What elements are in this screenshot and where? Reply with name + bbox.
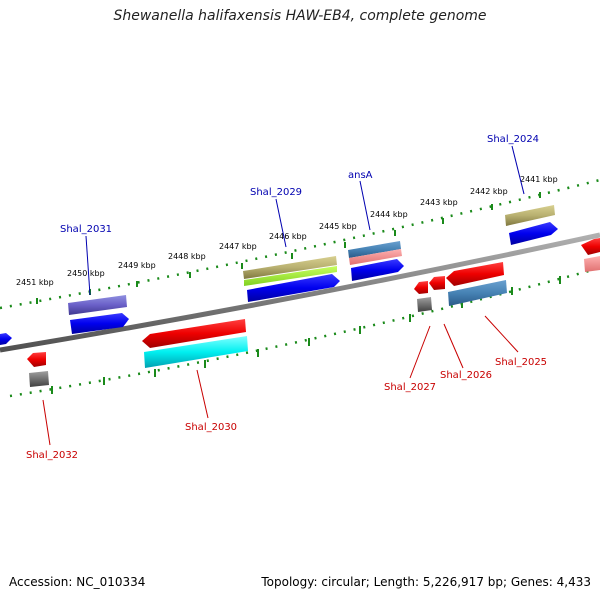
gene-arrow[interactable]: [509, 222, 558, 245]
gene-block[interactable]: [348, 241, 401, 258]
gene-block[interactable]: [144, 336, 248, 368]
gene-arrow[interactable]: [351, 259, 404, 281]
tick-label: 2441 kbp: [520, 175, 558, 184]
gene-block[interactable]: [448, 280, 507, 306]
gene-label: Shal_2025: [495, 357, 547, 368]
gene-label: ansA: [348, 170, 373, 181]
tick-label: 2446 kbp: [269, 232, 307, 241]
tick-label: 2449 kbp: [118, 261, 156, 270]
gene-arrow[interactable]: [446, 262, 504, 286]
gene-label: Shal_2027: [384, 382, 436, 393]
gene-block[interactable]: [29, 371, 49, 387]
tick-label: 2442 kbp: [470, 187, 508, 196]
gene-label: Shal_2029: [250, 187, 302, 198]
tick-label: 2444 kbp: [370, 210, 408, 219]
tick-label: 2443 kbp: [420, 198, 458, 207]
tick-label: 2451 kbp: [16, 278, 54, 287]
gene-block[interactable]: [68, 295, 127, 315]
gene-arrow[interactable]: [27, 352, 46, 367]
callouts-bottom: [42, 315, 519, 446]
gene-label: Shal_2024: [487, 134, 539, 145]
genome-backbone: [0, 232, 600, 353]
gene-block[interactable]: [584, 256, 600, 272]
gene-block[interactable]: [244, 266, 337, 286]
gene-label: Shal_2026: [440, 370, 492, 381]
forward-genes: [0, 205, 600, 345]
gene-block[interactable]: [243, 256, 337, 279]
gene-arrow[interactable]: [414, 281, 428, 294]
tick-label: 2447 kbp: [219, 242, 257, 251]
gene-arrow[interactable]: [581, 238, 600, 255]
tick-label: 2448 kbp: [168, 252, 206, 261]
tick-label: 2445 kbp: [319, 222, 357, 231]
scale-tick-labels: 2451 kbp 2450 kbp 2449 kbp 2448 kbp 2447…: [16, 175, 558, 287]
tick-label: 2450 kbp: [67, 269, 105, 278]
gene-label: Shal_2032: [26, 450, 78, 461]
reverse-genes: [27, 262, 507, 387]
map-title: Shewanella halifaxensis HAW-EB4, complet…: [113, 8, 487, 24]
gene-arrow[interactable]: [142, 319, 246, 348]
gene-block[interactable]: [505, 205, 555, 226]
gene-label: Shal_2031: [60, 224, 112, 235]
genome-summary-text: Topology: circular; Length: 5,226,917 bp…: [261, 575, 591, 589]
gene-labels-bottom: Shal_2032 Shal_2030 Shal_2027 Shal_2026 …: [26, 357, 547, 461]
gene-arrow[interactable]: [0, 333, 12, 345]
gene-block[interactable]: [417, 297, 432, 312]
callouts-top: [85, 145, 525, 296]
gene-block[interactable]: [349, 249, 402, 265]
gene-arrow[interactable]: [247, 274, 340, 302]
accession-text: Accession: NC_010334: [9, 575, 146, 589]
gene-arrow[interactable]: [70, 313, 129, 334]
gene-label: Shal_2030: [185, 422, 237, 433]
gene-arrow[interactable]: [429, 276, 445, 290]
gene-labels-top: Shal_2031 Shal_2029 ansA Shal_2024: [60, 134, 539, 235]
